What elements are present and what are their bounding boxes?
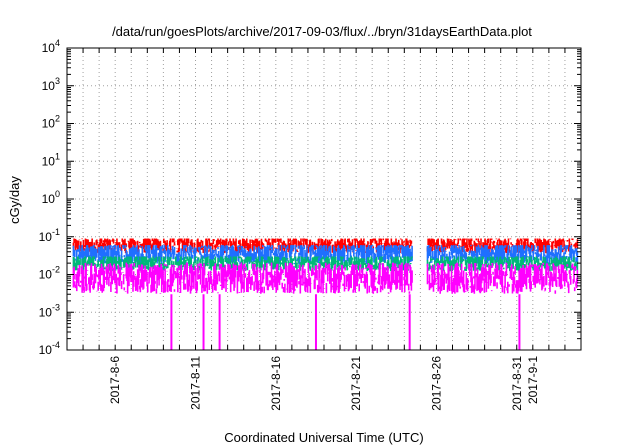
x-tick-label: 2017-8-16 (269, 356, 283, 411)
y-tick-label: 10-3 (39, 302, 60, 319)
x-tick-labels: 2017-8-6 2017-8-11 2017-8-16 2017-8-21 2017-… (108, 356, 540, 411)
y-tick-label: 103 (42, 76, 60, 93)
x-tick-label: 2017-8-6 (108, 356, 122, 404)
y-tick-label: 10-4 (39, 340, 60, 357)
y-tick-label: 101 (42, 151, 60, 168)
x-tick-label: 2017-8-21 (349, 356, 363, 411)
y-tick-labels: 10-4 10-3 10-2 10-1 100 101 102 103 104 (39, 38, 60, 357)
y-tick-label: 10-1 (39, 227, 60, 244)
x-tick-label: 2017-8-31 (510, 356, 524, 411)
y-axis-label: cGy/day (7, 176, 22, 224)
series-layer (72, 238, 579, 350)
x-tick-label: 2017-8-26 (429, 356, 443, 411)
y-tick-label: 104 (42, 38, 60, 55)
axis-ticks (67, 47, 581, 351)
chart-title: /data/run/goesPlots/archive/2017-09-03/f… (112, 24, 532, 39)
x-axis-label: Coordinated Universal Time (UTC) (224, 430, 423, 445)
x-tick-label: 2017-9-1 (526, 356, 540, 404)
y-tick-label: 10-2 (39, 265, 60, 282)
y-tick-label: 100 (42, 189, 60, 206)
series-4-line (72, 262, 579, 294)
x-tick-label: 2017-8-11 (189, 356, 203, 410)
y-tick-label: 102 (42, 114, 60, 131)
grid-lines (67, 48, 581, 350)
